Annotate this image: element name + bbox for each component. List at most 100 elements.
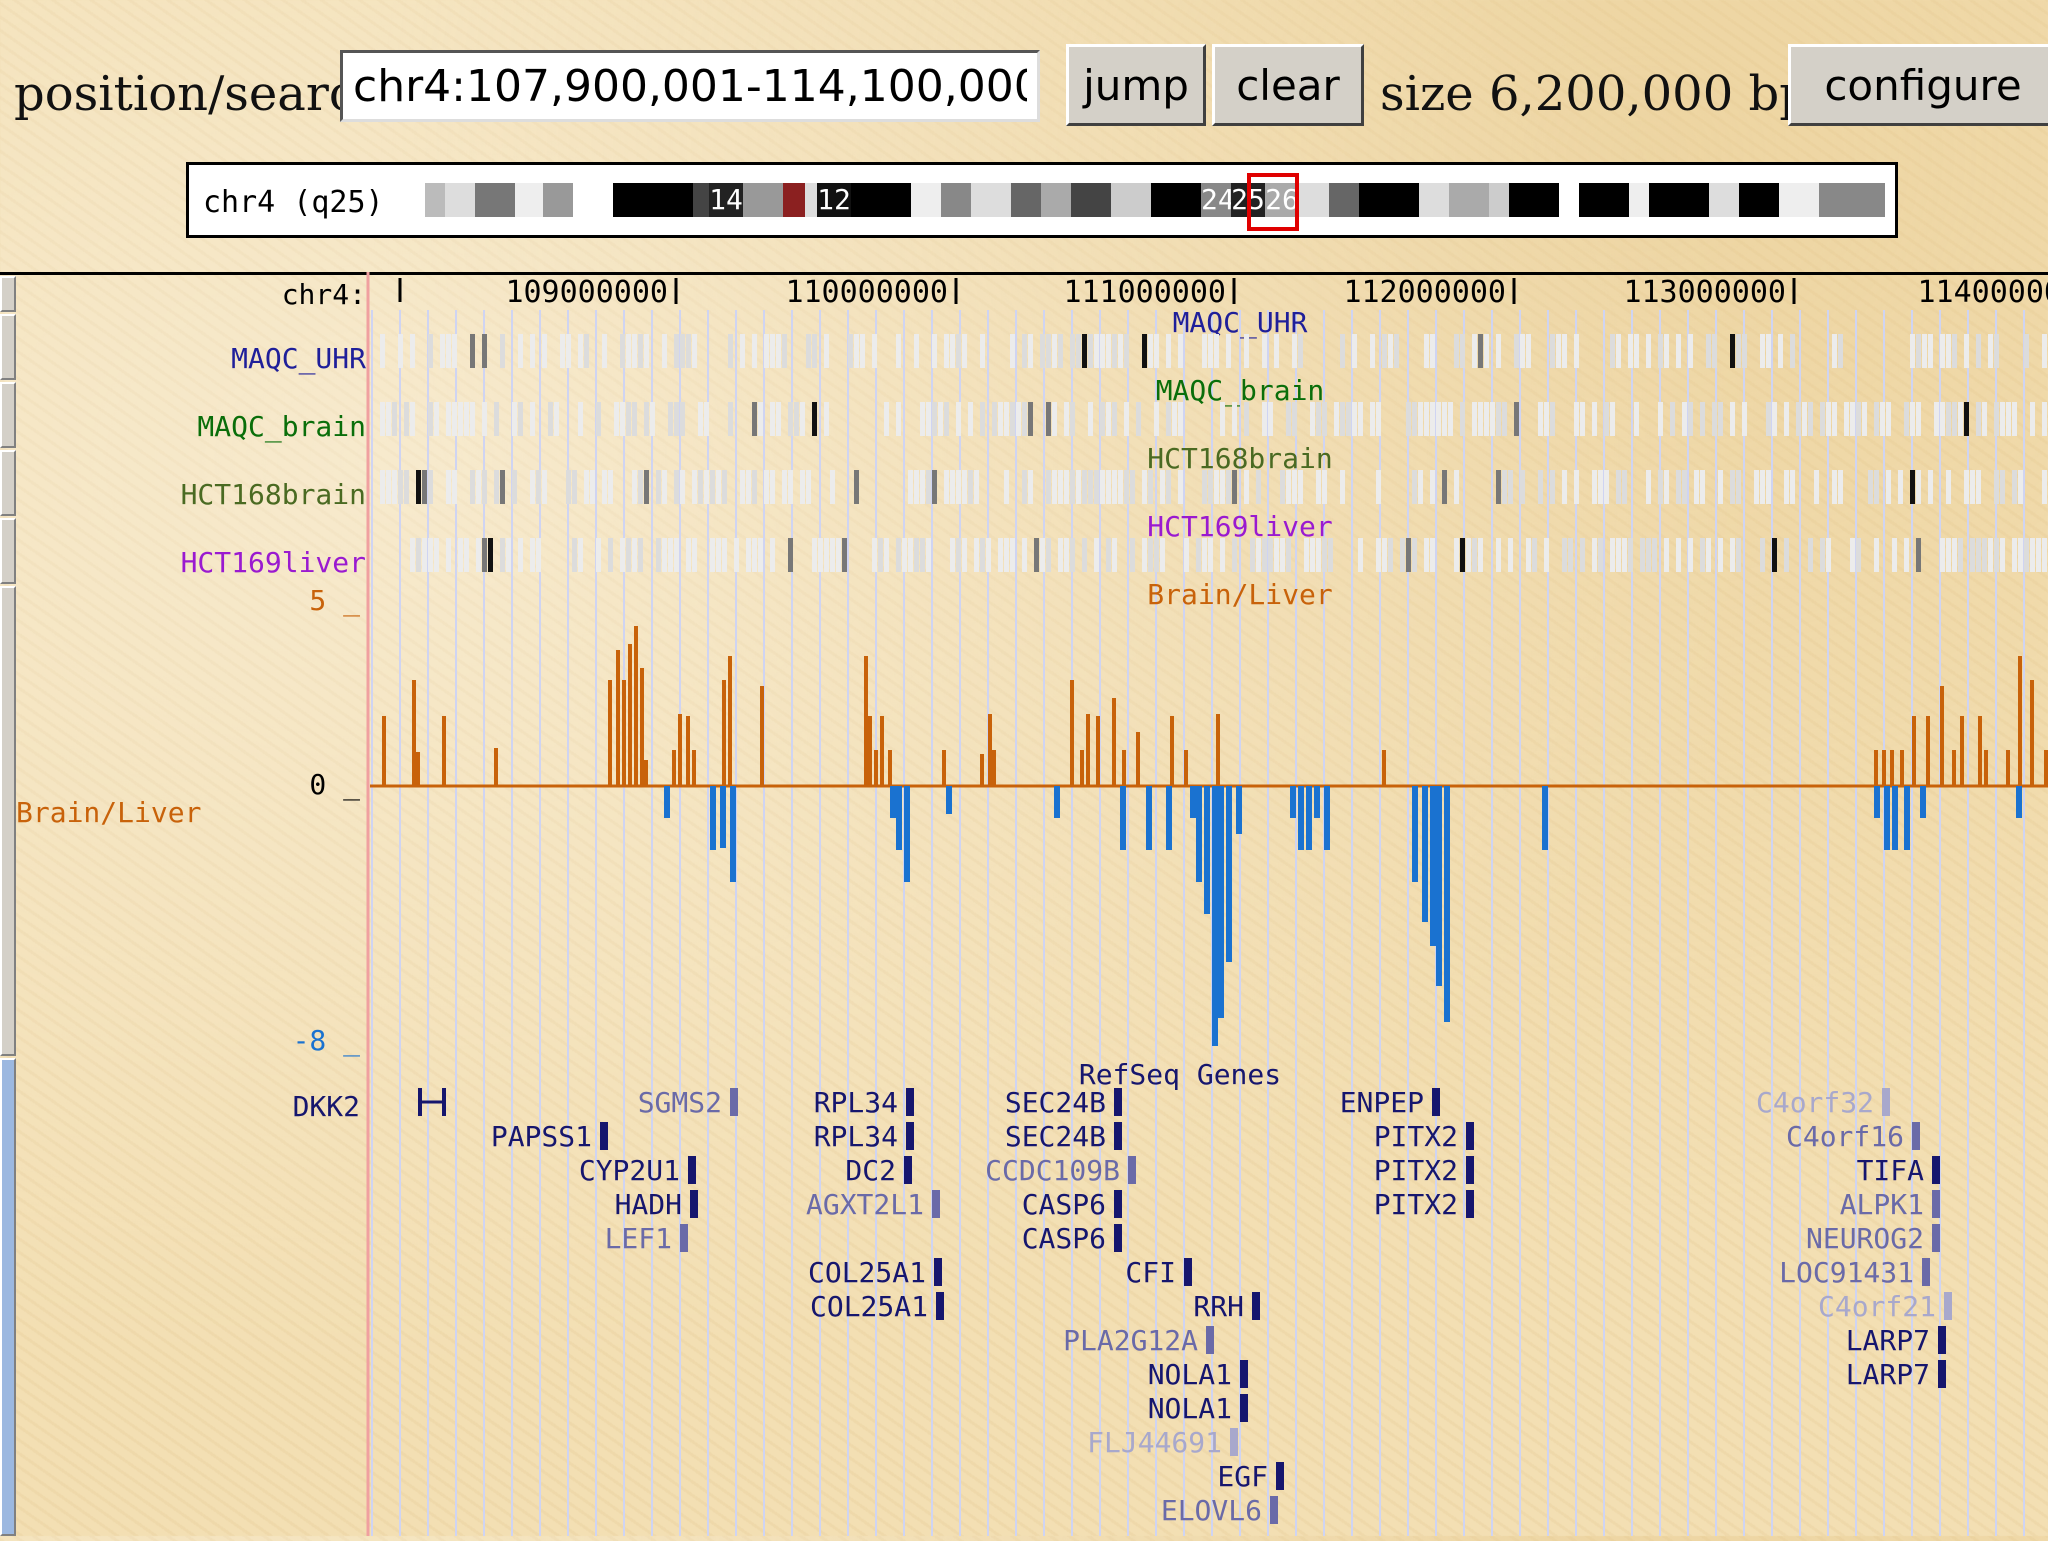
- gene-label[interactable]: LARP7: [1846, 1358, 1930, 1391]
- gene-label[interactable]: PITX2: [1374, 1120, 1458, 1153]
- gene-exon-block[interactable]: [934, 1258, 942, 1286]
- gene-exon-block[interactable]: [1466, 1190, 1474, 1218]
- gene-exon-block[interactable]: [1128, 1156, 1136, 1184]
- gene-label[interactable]: ELOVL6: [1161, 1494, 1262, 1527]
- ruler-track-handle[interactable]: [0, 276, 16, 312]
- gene-exon-block[interactable]: [1114, 1224, 1122, 1252]
- jump-button[interactable]: jump: [1066, 44, 1206, 126]
- maqc-uhr-track-handle[interactable]: [0, 314, 16, 380]
- hct168-label[interactable]: HCT168brain: [181, 478, 366, 511]
- gene-label[interactable]: ENPEP: [1340, 1086, 1424, 1119]
- gene-exon-block[interactable]: [600, 1122, 608, 1150]
- gene-exon-block[interactable]: [1932, 1224, 1940, 1252]
- gene-exon-block[interactable]: [1922, 1258, 1930, 1286]
- gene-exon-block[interactable]: [730, 1088, 738, 1116]
- gene-label[interactable]: C4orf21: [1818, 1290, 1936, 1323]
- gene-label[interactable]: HADH: [615, 1188, 682, 1221]
- maqc-brain-label[interactable]: MAQC_brain: [197, 410, 366, 443]
- gene-exon-block[interactable]: [904, 1156, 912, 1184]
- gene-exon-block[interactable]: [1938, 1360, 1946, 1388]
- gene-label[interactable]: AGXT2L1: [806, 1188, 924, 1221]
- position-search-input[interactable]: [340, 50, 1040, 122]
- chromosome-ideogram[interactable]: chr4 (q25) 14 12 24 25 26: [186, 162, 1898, 238]
- gene-label[interactable]: NOLA1: [1148, 1392, 1232, 1425]
- maqc-brain-track-handle[interactable]: [0, 382, 16, 448]
- gene-exon-block[interactable]: [680, 1224, 688, 1252]
- gene-label[interactable]: RRH: [1193, 1290, 1244, 1323]
- gene-exon-block[interactable]: [1114, 1122, 1122, 1150]
- gene-label[interactable]: FLJ44691: [1087, 1426, 1222, 1459]
- density-mark: [380, 334, 385, 368]
- gene-exon-block[interactable]: [688, 1156, 696, 1184]
- gene-label[interactable]: CFI: [1125, 1256, 1176, 1289]
- gene-label[interactable]: LARP7: [1846, 1324, 1930, 1357]
- gene-exon-block[interactable]: [1944, 1292, 1952, 1320]
- gene-exon-block[interactable]: [1252, 1292, 1260, 1320]
- gene-exon-block[interactable]: [1432, 1088, 1440, 1116]
- gene-exon-block[interactable]: [1938, 1326, 1946, 1354]
- gene-label-dkk2[interactable]: DKK2: [293, 1090, 360, 1123]
- gene-label[interactable]: PLA2G12A: [1063, 1324, 1198, 1357]
- gene-exon-block[interactable]: [1114, 1190, 1122, 1218]
- density-mark: [692, 470, 697, 504]
- gene-label[interactable]: LOC91431: [1779, 1256, 1914, 1289]
- gene-exon-block[interactable]: [1184, 1258, 1192, 1286]
- gene-exon-block[interactable]: [1240, 1360, 1248, 1388]
- gene-label[interactable]: ALPK1: [1840, 1188, 1924, 1221]
- gene-label[interactable]: SEC24B: [1005, 1086, 1106, 1119]
- clear-button[interactable]: clear: [1212, 44, 1364, 126]
- gene-label[interactable]: PITX2: [1374, 1188, 1458, 1221]
- gene-exon-block[interactable]: [1466, 1122, 1474, 1150]
- ratio-track-handle[interactable]: [0, 586, 16, 1056]
- gene-label[interactable]: LEF1: [605, 1222, 672, 1255]
- gene-label[interactable]: CYP2U1: [579, 1154, 680, 1187]
- gene-label[interactable]: COL25A1: [808, 1256, 926, 1289]
- gene-label[interactable]: NEUROG2: [1806, 1222, 1924, 1255]
- gene-exon-block[interactable]: [906, 1088, 914, 1116]
- density-mark: [530, 402, 535, 436]
- gene-label[interactable]: PAPSS1: [491, 1120, 592, 1153]
- gene-label[interactable]: EGF: [1217, 1460, 1268, 1493]
- gene-label[interactable]: SEC24B: [1005, 1120, 1106, 1153]
- gene-label[interactable]: DC2: [845, 1154, 896, 1187]
- gene-exon-block[interactable]: [1276, 1462, 1284, 1490]
- gene-exon-block[interactable]: [442, 1088, 446, 1116]
- hct169-label[interactable]: HCT169liver: [181, 546, 366, 579]
- genes-track-handle[interactable]: [0, 1058, 16, 1536]
- gene-exon-block[interactable]: [1240, 1394, 1248, 1422]
- gene-exon-block[interactable]: [1466, 1156, 1474, 1184]
- gene-label[interactable]: CASP6: [1022, 1222, 1106, 1255]
- gene-label[interactable]: C4orf32: [1756, 1086, 1874, 1119]
- gene-exon-block[interactable]: [1206, 1326, 1214, 1354]
- gene-label[interactable]: COL25A1: [810, 1290, 928, 1323]
- hct169-track-handle[interactable]: [0, 518, 16, 584]
- gene-label[interactable]: NOLA1: [1148, 1358, 1232, 1391]
- gene-exon-block[interactable]: [932, 1190, 940, 1218]
- gene-label[interactable]: RPL34: [814, 1120, 898, 1153]
- gene-label[interactable]: CASP6: [1022, 1188, 1106, 1221]
- density-mark: [788, 538, 793, 572]
- hct168-track-handle[interactable]: [0, 450, 16, 516]
- gene-exon-block[interactable]: [936, 1292, 944, 1320]
- gene-exon-block[interactable]: [1882, 1088, 1890, 1116]
- gene-exon-block[interactable]: [690, 1190, 698, 1218]
- gene-label[interactable]: RPL34: [814, 1086, 898, 1119]
- gene-exon-block[interactable]: [1932, 1190, 1940, 1218]
- gene-exon-block[interactable]: [1912, 1122, 1920, 1150]
- gene-label[interactable]: C4orf16: [1786, 1120, 1904, 1153]
- gene-exon-block[interactable]: [1932, 1156, 1940, 1184]
- gene-exon-block[interactable]: [1270, 1496, 1278, 1524]
- gene-exon-block[interactable]: [906, 1122, 914, 1150]
- gene-exon-block[interactable]: [1230, 1428, 1238, 1456]
- gene-label[interactable]: PITX2: [1374, 1154, 1458, 1187]
- gene-label[interactable]: CCDC109B: [985, 1154, 1120, 1187]
- maqc-uhr-label[interactable]: MAQC_UHR: [231, 342, 366, 375]
- ratio-track-label[interactable]: Brain/Liver: [16, 796, 201, 829]
- gene-exon-block[interactable]: [1114, 1088, 1122, 1116]
- configure-button[interactable]: configure: [1788, 44, 2048, 126]
- ideogram-bands[interactable]: 14 12 24 25 26: [425, 183, 1885, 217]
- gene-label[interactable]: SGMS2: [638, 1086, 722, 1119]
- gene-label[interactable]: TIFA: [1857, 1154, 1925, 1187]
